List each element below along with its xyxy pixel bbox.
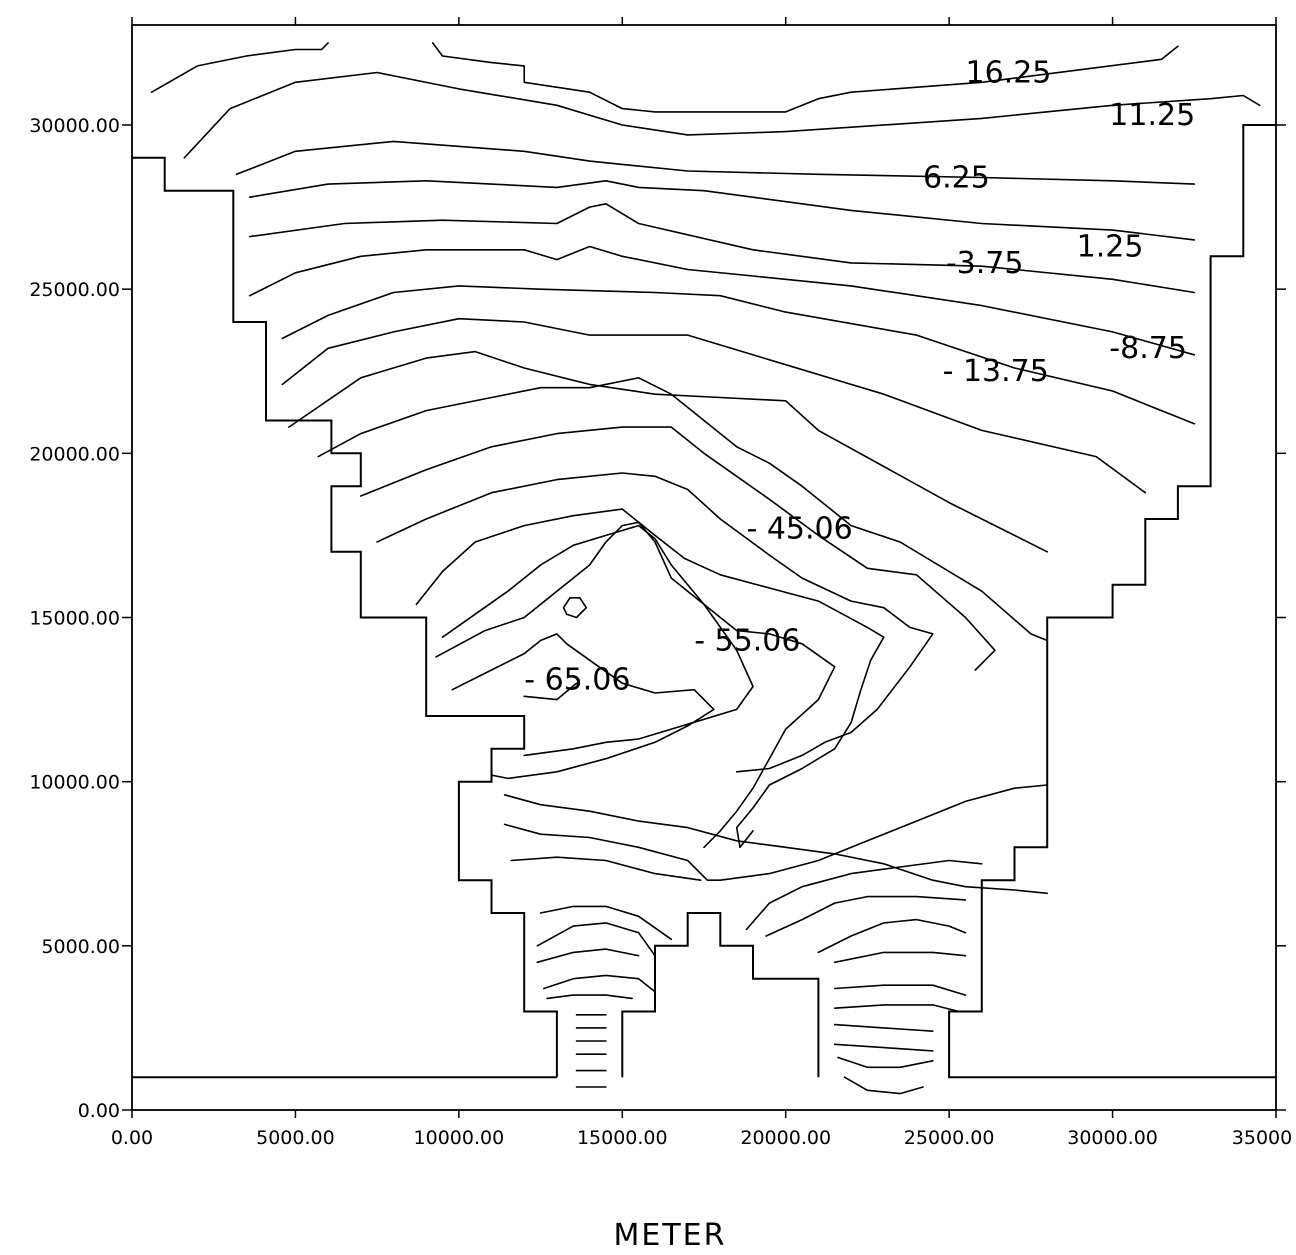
contour-label: - 45.06 [746,512,852,547]
contour-label: 1.25 [1077,229,1144,264]
contour-line [843,1076,924,1095]
contour-line [833,1004,960,1013]
contour-line [546,994,633,1000]
contour-line [281,317,1147,494]
y-tick-label: 30000.00 [29,115,120,137]
contour-line [536,948,640,964]
contour-line [817,918,967,954]
contour-label: -8.75 [1109,331,1187,366]
boundary-right [948,124,1276,1079]
contour-line [431,42,1179,113]
x-tick-label: 25000.00 [904,1127,995,1149]
contour-line [536,922,656,957]
y-tick-label: 10000.00 [29,772,120,794]
boundary-island [621,912,820,1078]
y-tick-label: 15000.00 [29,608,120,630]
contour-line [837,1056,934,1069]
contour-lines [150,42,1261,1095]
y-tick-label: 20000.00 [29,443,120,465]
contour-line [503,784,1048,882]
contour-line [150,42,329,93]
contour-label: - 65.06 [524,663,630,698]
contour-line [415,508,885,849]
contour-label: - 55.06 [694,623,800,658]
contour-line [451,633,715,780]
contour-labels: 16.25 11.25 6.25 1.25 -3.75 -8.75 - 13.75 - 45.… [524,55,1195,697]
contour-line [248,203,1196,294]
contour-line [281,285,1196,425]
x-tick-label: 30000.00 [1067,1127,1158,1149]
contour-line [248,180,1196,241]
contour-line [503,793,1048,895]
contour-line [833,1023,934,1032]
x-tick-label: 5000.00 [256,1127,335,1149]
contour-line [765,895,967,937]
contour-line [359,426,996,671]
x-axis-ticks: 0.00 5000.00 10000.00 15000.00 20000.00 25000… [111,17,1292,1149]
contour-line [833,1043,934,1052]
contour-line [539,905,673,941]
contour-line [510,856,702,882]
contour-line [376,472,934,773]
y-tick-label: 0.00 [78,1100,120,1122]
contour-label: 6.25 [923,160,990,195]
contour-line [542,974,656,993]
plot-frame [131,24,1277,1111]
contour-label: - 13.75 [943,354,1049,389]
contour-line [183,71,1261,159]
y-tick-label: 25000.00 [29,279,120,301]
y-tick-label: 5000.00 [41,936,120,958]
contour-line [562,596,588,619]
contour-line [523,682,578,701]
x-tick-label: 10000.00 [414,1127,505,1149]
domain-boundary [132,124,1276,1079]
y-axis-ticks: 0.00 5000.00 10000.00 15000.00 20000.00 25000… [29,115,1286,1122]
x-tick-label: 15000.00 [577,1127,668,1149]
contour-line [435,521,754,757]
x-axis-title: METER [614,1218,727,1253]
contour-label: -3.75 [946,246,1024,281]
x-tick-label: 20000.00 [740,1127,831,1149]
boundary-left [132,156,558,1078]
contour-line [248,245,1196,356]
contour-line [235,140,1196,185]
contour-line [317,376,1048,642]
contour-line [288,350,1048,553]
contour-line [833,984,967,996]
contour-line [441,524,836,849]
contour-label: 11.25 [1109,98,1195,133]
x-tick-label: 35000 [1232,1127,1292,1149]
x-tick-label: 0.00 [111,1127,153,1149]
contour-line [745,859,983,931]
contour-line [833,951,967,964]
contour-label: 16.25 [965,55,1051,90]
